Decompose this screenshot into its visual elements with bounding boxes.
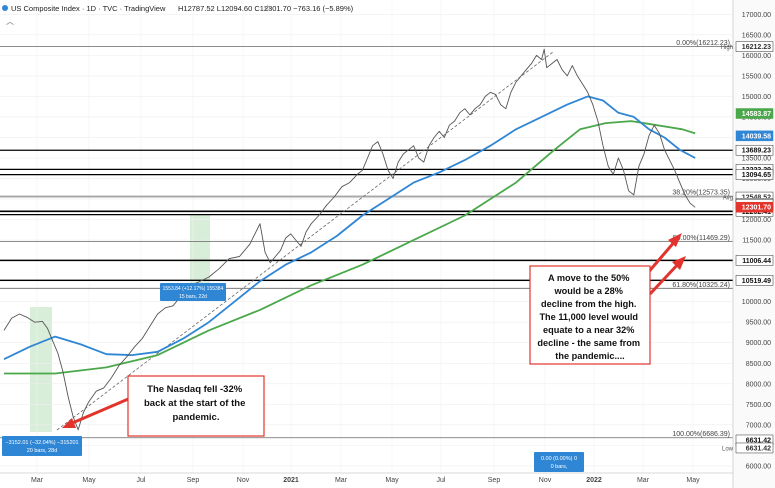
measure-label: 1553.84 (+12.17%) 155384 [163, 286, 224, 292]
x-tick-label: May [385, 477, 399, 484]
price-tag-text: 6631.42 [746, 445, 771, 452]
y-tick-label: 13500.00 [742, 156, 771, 163]
price-tag-text: 13689.23 [742, 148, 771, 155]
level-labels: 0.00%(16212.23) 38.20%(12573.35) 50.00%(11… [672, 40, 730, 438]
price-tag-text: 16212.23 [742, 44, 771, 51]
chart-header: US Composite Index · 1D · TVC · TradingV… [2, 4, 354, 26]
x-tick-label: Nov [539, 477, 552, 484]
x-tick-label: Nov [237, 477, 250, 484]
x-tick-label: Mar [31, 477, 44, 484]
measure-box-2020: −3152.01 (−32.04%) −315201 20 bars, 28d [2, 436, 82, 456]
x-tick-label: May [82, 477, 96, 484]
price-tag-text: 6631.42 [746, 437, 771, 444]
side-tag: Low [722, 446, 734, 452]
shaded-region-sep [190, 215, 210, 283]
price-tag [735, 130, 774, 142]
time-axis[interactable]: Mar May Jul Sep Nov 2021 Mar May Jul Sep Nov 2022 Ma… [0, 472, 733, 484]
y-tick-label: 16000.00 [742, 53, 771, 60]
price-tag-text: 10519.49 [742, 278, 771, 285]
price-tag [735, 255, 774, 266]
y-tick-label: 9000.00 [746, 340, 771, 347]
x-tick-label: Mar [637, 477, 650, 484]
measure-sub: 20 bars, 28d [27, 448, 58, 454]
y-tick-label: 17000.00 [742, 12, 771, 19]
x-tick-label: Mar [335, 477, 348, 484]
y-tick-label: 6000.00 [746, 463, 771, 470]
price-tag [735, 169, 774, 180]
price-tag [735, 108, 774, 119]
symbol-icon [2, 5, 8, 11]
chart-title: US Composite Index · 1D · TVC · TradingV… [11, 4, 166, 13]
price-tag [735, 144, 774, 156]
x-tick-label: 2022 [586, 477, 602, 484]
y-tick-label: 16500.00 [742, 32, 771, 39]
y-tick-label: 15000.00 [742, 94, 771, 101]
x-tick-label: Jul [137, 477, 146, 484]
annotation-left: The Nasdaq fell -32% back at the start o… [127, 375, 265, 437]
shaded-region-2020 [30, 307, 52, 432]
annotation-right-text: A move to the 50% would be a 28% decline… [537, 273, 642, 361]
series-line [3, 48, 696, 431]
y-tick-label: 11500.00 [742, 238, 771, 245]
fib-label: 100.00%(6686.39) [672, 431, 730, 438]
price-tag [735, 41, 774, 52]
measure-sub: 15 bars, 22d [179, 294, 207, 300]
settings-icon[interactable]: ⚙ [264, 4, 271, 13]
price-tag-text: 12301.70 [742, 205, 771, 212]
collapse-icon[interactable]: ︿ [6, 17, 14, 26]
price-tag-text: 13094.65 [742, 172, 771, 179]
price-tag-text: 14039.58 [742, 133, 771, 140]
measure-label: 0.00 (0.00%) 0 [541, 456, 577, 462]
series-lines [3, 48, 696, 431]
measure-box-zero: 0.00 (0.00%) 0 0 bars, [534, 452, 584, 472]
price-tag [735, 201, 774, 213]
y-tick-label: 15500.00 [742, 73, 771, 80]
price-tag [735, 442, 774, 454]
fib-label: 61.80%(10325.24) [672, 282, 730, 289]
x-tick-label: Sep [488, 477, 501, 484]
price-tag [735, 275, 774, 286]
measure-sub: 0 bars, [551, 464, 568, 470]
annotation-right: A move to the 50% would be a 28% decline… [529, 265, 651, 365]
price-tag-text: 11006.44 [742, 258, 771, 265]
y-tick-label: 7500.00 [746, 402, 771, 409]
measure-label: −3152.01 (−32.04%) −315201 [5, 440, 78, 446]
horizontal-levels [0, 46, 733, 439]
x-tick-label: 2021 [283, 477, 299, 484]
ohlc-readout: H12787.52 L12094.60 C12301.70 −763.16 (−… [178, 4, 354, 13]
side-tag: Avg [723, 196, 733, 202]
y-tick-label: 8500.00 [746, 361, 771, 368]
series-line [4, 120, 696, 375]
y-tick-label: 10000.00 [742, 299, 771, 306]
fib-label: 38.20%(12573.35) [672, 190, 730, 197]
y-tick-label: 12000.00 [742, 217, 771, 224]
price-labels: 16212.2314583.8714039.5813689.2313223.29… [721, 41, 774, 454]
annotation-left-text: The Nasdaq fell -32% back at the start o… [144, 384, 248, 423]
price-tag-text: 14583.87 [742, 111, 771, 118]
y-tick-label: 7000.00 [746, 422, 771, 429]
y-tick-label: 8000.00 [746, 381, 771, 388]
x-tick-label: May [686, 477, 700, 484]
x-tick-label: Jul [437, 477, 446, 484]
y-tick-label: 9500.00 [746, 320, 771, 327]
measure-box-sep: 1553.84 (+12.17%) 155384 15 bars, 22d [160, 283, 226, 301]
series-line [3, 95, 696, 361]
fib-label: 0.00%(16212.23) [676, 40, 730, 47]
trend-line [56, 51, 554, 431]
x-tick-label: Sep [187, 477, 200, 484]
fib-label: 50.00%(11469.29) [673, 235, 730, 242]
side-tag: High [721, 45, 733, 51]
